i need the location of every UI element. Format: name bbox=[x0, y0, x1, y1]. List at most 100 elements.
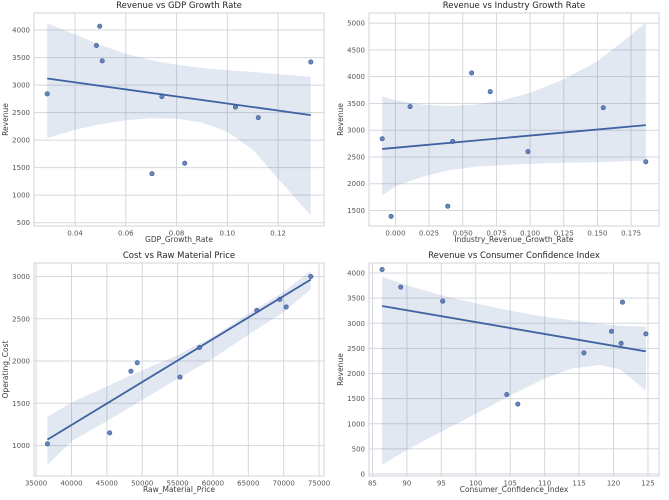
y-tick-label: 1000 bbox=[12, 192, 30, 200]
data-point bbox=[450, 138, 456, 144]
data-point bbox=[44, 441, 50, 447]
data-point bbox=[608, 328, 614, 334]
x-tick-label: 110 bbox=[538, 480, 551, 488]
data-point bbox=[107, 430, 113, 436]
chart-revenue-vs-consumer-confidence-index: 85 90 95 100 105 110 115 120 125 0 500 1000 1500 2000… bbox=[335, 250, 669, 500]
data-point bbox=[44, 91, 50, 97]
x-tick-label: 120 bbox=[607, 480, 620, 488]
y-tick-label: 3500 bbox=[347, 100, 365, 108]
y-tick-label: 4500 bbox=[347, 46, 365, 54]
y-tick-label: 4000 bbox=[12, 27, 30, 35]
y-tick-label: 3000 bbox=[347, 127, 365, 135]
data-point bbox=[643, 331, 649, 337]
data-point bbox=[182, 160, 188, 166]
chart-title: Revenue vs GDP Growth Rate bbox=[116, 1, 242, 11]
y-tick-label: 3500 bbox=[347, 295, 365, 303]
data-point bbox=[407, 104, 413, 110]
y-tick-label: 4000 bbox=[347, 270, 365, 278]
x-axis-label: Raw_Material_Price bbox=[142, 485, 216, 494]
x-tick-label: 115 bbox=[572, 480, 585, 488]
plot-canvas: 0.000 0.025 0.050 0.075 0.100 0.125 0.150 0.175… bbox=[347, 12, 660, 238]
x-tick-label: 0.050 bbox=[453, 230, 473, 238]
y-tick-label: 2000 bbox=[347, 180, 365, 188]
data-point bbox=[619, 299, 625, 305]
x-tick-label: 0.025 bbox=[419, 230, 439, 238]
x-tick-label: 40000 bbox=[60, 480, 82, 488]
y-tick-label: 3000 bbox=[347, 320, 365, 328]
y-tick-label: 2500 bbox=[347, 153, 365, 161]
data-point bbox=[379, 267, 385, 273]
plot-border bbox=[33, 12, 325, 227]
data-point bbox=[600, 105, 606, 111]
plot-canvas: 0.04 0.06 0.08 0.10 0.12 500 1000 1500 2000 2500 3… bbox=[12, 12, 325, 238]
y-tick-label: 3000 bbox=[12, 273, 30, 281]
data-point bbox=[177, 374, 183, 380]
x-tick-label: 60000 bbox=[202, 480, 224, 488]
data-point bbox=[254, 307, 260, 313]
data-point bbox=[618, 340, 624, 346]
data-point bbox=[379, 136, 385, 142]
x-tick-label: 85 bbox=[368, 480, 377, 488]
x-tick-label: 65000 bbox=[237, 480, 259, 488]
plot-area bbox=[34, 13, 324, 226]
chart-title: Revenue vs Consumer Confidence Index bbox=[428, 251, 600, 261]
x-tick-label: 125 bbox=[641, 480, 654, 488]
x-tick-label: 0.12 bbox=[270, 230, 286, 238]
x-tick-label: 0.08 bbox=[169, 230, 185, 238]
x-tick-label: 0.100 bbox=[520, 230, 540, 238]
y-tick-label: 2000 bbox=[12, 137, 30, 145]
x-tick-label: 100 bbox=[469, 480, 482, 488]
data-point bbox=[487, 89, 493, 95]
x-tick-label: 0.04 bbox=[67, 230, 83, 238]
data-point bbox=[283, 304, 289, 310]
data-point bbox=[308, 59, 314, 65]
x-tick-label: 0.075 bbox=[486, 230, 506, 238]
data-point bbox=[232, 104, 238, 110]
x-tick-label: 0.000 bbox=[385, 230, 405, 238]
y-tick-label: 2500 bbox=[12, 315, 30, 323]
chart-revenue-vs-industry-growth-rate: 0.000 0.025 0.050 0.075 0.100 0.125 0.150 0.175… bbox=[335, 0, 669, 250]
data-point bbox=[515, 401, 521, 407]
plot-border bbox=[368, 12, 660, 227]
data-point bbox=[469, 70, 475, 76]
plot-border bbox=[368, 262, 660, 477]
y-tick-label: 500 bbox=[352, 445, 365, 453]
chart-revenue-vs-gdp-growth-rate: 0.04 0.06 0.08 0.10 0.12 500 1000 1500 2000 2500 3… bbox=[0, 0, 334, 250]
x-tick-label: 95 bbox=[437, 480, 446, 488]
data-point bbox=[149, 171, 155, 177]
x-tick-label: 75000 bbox=[308, 480, 330, 488]
x-tick-label: 50000 bbox=[131, 480, 153, 488]
confidence-band bbox=[47, 23, 311, 216]
data-point bbox=[255, 115, 261, 121]
x-tick-label: 55000 bbox=[166, 480, 188, 488]
data-point bbox=[197, 345, 203, 351]
x-tick-label: 70000 bbox=[273, 480, 295, 488]
data-point bbox=[93, 42, 99, 48]
x-axis-label: Industry_Revenue_Growth_Rate bbox=[454, 235, 574, 244]
data-point bbox=[581, 350, 587, 356]
y-tick-label: 4000 bbox=[347, 73, 365, 81]
x-tick-label: 45000 bbox=[96, 480, 118, 488]
y-tick-label: 1500 bbox=[347, 395, 365, 403]
data-point bbox=[440, 298, 446, 304]
y-axis-label: Revenue bbox=[336, 103, 345, 136]
x-tick-label: 0.175 bbox=[621, 230, 641, 238]
y-tick-label: 3500 bbox=[12, 54, 30, 62]
data-point bbox=[525, 149, 531, 155]
y-tick-label: 1000 bbox=[12, 442, 30, 450]
regression-line bbox=[46, 278, 312, 441]
chart-cost-vs-raw-material-price: 35000 40000 45000 50000 55000 60000 65000 70000… bbox=[0, 250, 334, 500]
data-point bbox=[277, 296, 283, 302]
x-tick-label: 0.10 bbox=[220, 230, 236, 238]
y-tick-label: 0 bbox=[361, 470, 365, 478]
x-tick-label: 105 bbox=[504, 480, 517, 488]
regression-line bbox=[381, 305, 647, 353]
chart-title: Cost vs Raw Material Price bbox=[122, 251, 236, 261]
y-tick-label: 2500 bbox=[347, 345, 365, 353]
plot-canvas: 85 90 95 100 105 110 115 120 125 0 500 1000 1500 2000… bbox=[347, 262, 660, 488]
y-axis-label: Revenue bbox=[1, 103, 10, 136]
y-tick-label: 5000 bbox=[347, 20, 365, 28]
data-point bbox=[643, 159, 649, 165]
y-tick-label: 1000 bbox=[347, 420, 365, 428]
